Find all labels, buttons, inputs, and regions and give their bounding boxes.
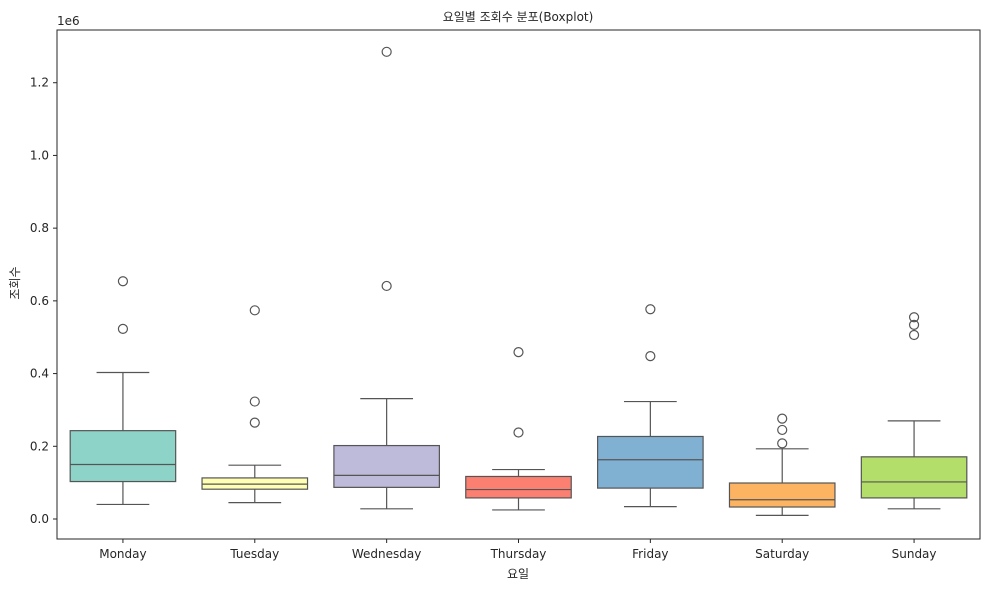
box-sunday bbox=[860, 456, 968, 499]
outlier-point bbox=[777, 413, 788, 424]
chart-title: 요일별 조회수 분포(Boxplot) bbox=[443, 10, 594, 24]
plot-layer: 0.0 0.2 0.4 0.6 0.8 1.0 1.2 Monday Tuesday Wednes… bbox=[30, 46, 968, 561]
outlier-point bbox=[249, 396, 260, 407]
outlier-point bbox=[249, 417, 260, 428]
x-axis-label: 요일 bbox=[507, 567, 529, 581]
x-tick-label: Monday bbox=[99, 547, 146, 561]
x-tick-label: Saturday bbox=[755, 547, 809, 561]
box-saturday bbox=[728, 482, 836, 508]
outlier-point bbox=[777, 424, 788, 436]
y-tick-label: 0.6 bbox=[30, 294, 49, 308]
y-tick-label: 0.4 bbox=[30, 367, 49, 381]
box-wednesday bbox=[333, 444, 440, 488]
y-tick-label: 1.0 bbox=[30, 148, 49, 162]
outlier-point bbox=[513, 427, 524, 438]
y-tick-label: 0.0 bbox=[30, 512, 49, 526]
outlier-point bbox=[513, 347, 524, 358]
outlier-point bbox=[117, 276, 129, 287]
y-tick-label: 0.2 bbox=[30, 439, 49, 453]
outlier-point bbox=[908, 329, 920, 341]
box-monday bbox=[69, 430, 177, 483]
box-friday bbox=[597, 435, 704, 489]
x-tick-label: Tuesday bbox=[229, 547, 279, 561]
box-thursday bbox=[465, 475, 572, 499]
outlier-point bbox=[249, 305, 260, 316]
y-axis-label: 조회수 bbox=[8, 266, 22, 299]
x-tick-label: Sunday bbox=[892, 547, 937, 561]
x-tick-label: Friday bbox=[632, 547, 668, 561]
outlier-point bbox=[381, 280, 392, 292]
outlier-point bbox=[908, 319, 920, 330]
outlier-point bbox=[381, 46, 392, 57]
y-tick-label: 0.8 bbox=[30, 221, 49, 235]
outlier-point bbox=[645, 304, 656, 315]
x-tick-label: Thursday bbox=[490, 547, 547, 561]
outlier-point bbox=[117, 323, 129, 334]
x-tick-label: Wednesday bbox=[352, 547, 421, 561]
outlier-point bbox=[908, 312, 920, 323]
outlier-point bbox=[777, 438, 788, 449]
y-tick-label: 1.2 bbox=[30, 76, 49, 90]
outlier-point bbox=[645, 351, 656, 362]
plot-frame bbox=[56, 29, 981, 540]
y-offset-label: 1e6 bbox=[57, 14, 80, 28]
